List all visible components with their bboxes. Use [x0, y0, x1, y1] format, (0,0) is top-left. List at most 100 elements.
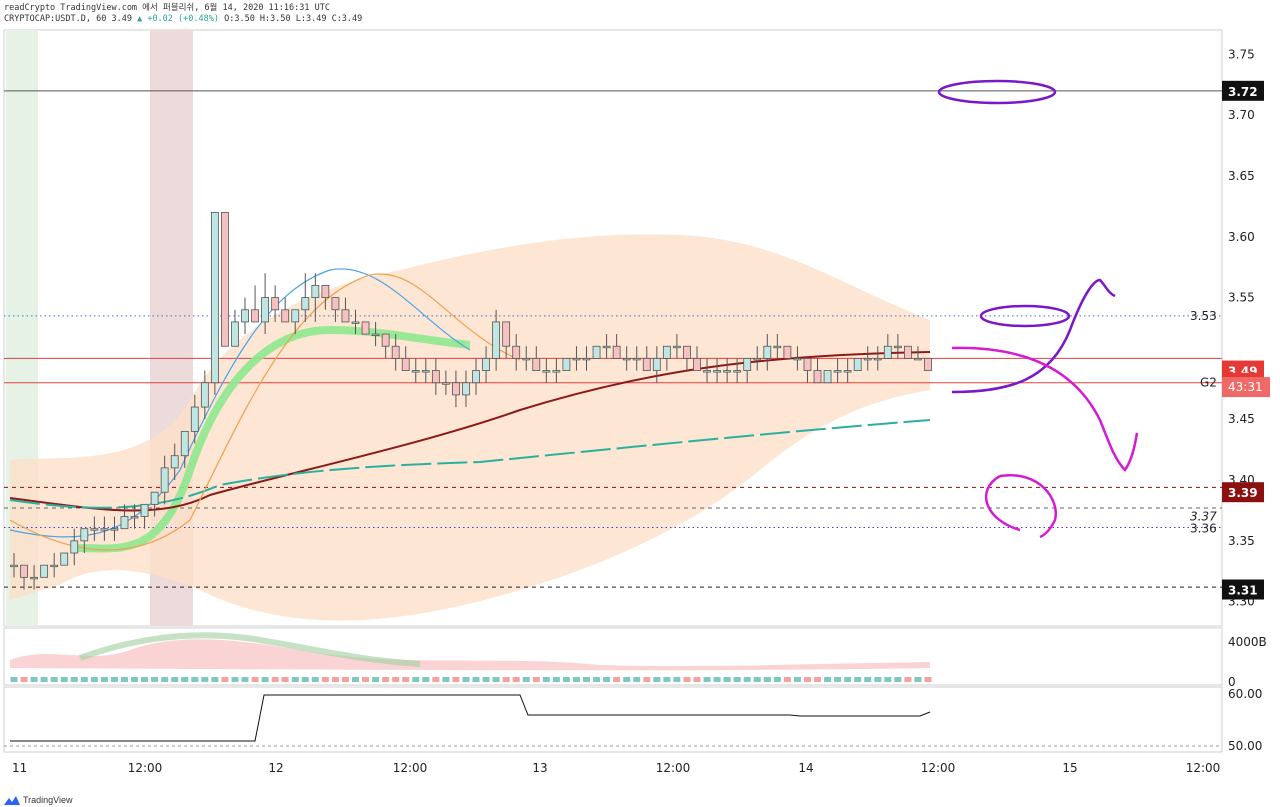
volume-bar	[924, 677, 932, 682]
volume-bar	[362, 677, 370, 682]
volume-bar	[341, 677, 349, 682]
volume-bar	[432, 677, 440, 682]
volume-bar	[151, 677, 159, 682]
volume-bar	[512, 677, 520, 682]
tradingview-logo: TradingView	[4, 795, 73, 805]
volume-bar	[904, 677, 912, 682]
candle-body	[823, 370, 832, 384]
volume-bar	[753, 677, 761, 682]
volume-bar	[583, 677, 591, 682]
candle-body	[401, 358, 410, 371]
candle-body	[241, 309, 249, 323]
candle-body	[100, 528, 109, 531]
volume-bar	[593, 677, 601, 682]
volume-bar	[442, 677, 450, 682]
candle-body	[291, 309, 300, 323]
candle-body	[261, 297, 269, 323]
candle-body	[914, 358, 922, 361]
volume-axis-label: 4000B	[1228, 635, 1267, 649]
volume-bar	[100, 677, 108, 682]
time-tick-label: 12:00	[393, 761, 428, 775]
candle-body	[150, 491, 159, 505]
volume-bar	[502, 677, 510, 682]
volume-bar	[472, 677, 480, 682]
candle-body	[140, 503, 149, 517]
ohlc-line: CRYPTOCAP:USDT.D, 60 3.49 ▲ +0.02 (+0.48…	[4, 14, 362, 25]
volume-bar	[392, 677, 400, 682]
volume-bar	[482, 677, 490, 682]
price-label: 3.39	[1228, 486, 1258, 500]
candle-body	[502, 321, 511, 347]
volume-bar	[321, 677, 329, 682]
volume-bar	[120, 677, 128, 682]
candle-body	[70, 540, 79, 554]
candle-body	[361, 321, 370, 335]
volume-bar	[291, 677, 299, 682]
price-label: 3.36	[1190, 522, 1217, 536]
volume-bar	[90, 677, 98, 682]
volume-bar	[30, 677, 38, 682]
candle-body	[472, 370, 480, 384]
volume-bar	[492, 677, 500, 682]
price-tick-label: 3.65	[1228, 169, 1255, 183]
annotation-scribble	[984, 473, 1057, 539]
candle-body	[452, 382, 460, 396]
volume-bar	[201, 677, 209, 682]
candle-body	[351, 321, 360, 324]
volume-bar	[281, 677, 289, 682]
candle-body	[883, 345, 892, 359]
publish-line: readCrypto TradingView.com 에서 퍼블리쉬, 6월 1…	[4, 3, 330, 13]
indicator-pane	[3, 686, 1223, 753]
volume-bar	[703, 677, 711, 682]
volume-bar	[914, 677, 922, 682]
candle-body	[853, 358, 862, 371]
annotation-circle	[937, 79, 1057, 105]
candle-body	[602, 345, 611, 349]
candle-body	[431, 370, 440, 384]
volume-bar	[743, 677, 751, 682]
time-tick-label: 11	[12, 761, 27, 775]
candle-body	[371, 333, 380, 336]
candle-body	[652, 358, 661, 371]
candle-body	[522, 358, 531, 361]
candle-body	[170, 455, 179, 469]
candle-body	[20, 564, 28, 578]
candle-body	[160, 467, 169, 493]
candle-body	[693, 358, 701, 371]
candle-body	[813, 370, 822, 384]
volume-bar	[834, 677, 842, 682]
price-label-box	[1222, 482, 1264, 503]
candle-body	[311, 285, 320, 298]
candle-body	[582, 358, 591, 361]
price-label: 3.31	[1228, 584, 1258, 598]
volume-bar	[110, 677, 118, 682]
volume-bar	[251, 677, 259, 682]
volume-bar	[824, 677, 832, 682]
volume-bar	[854, 677, 862, 682]
volume-bar	[803, 677, 811, 682]
price-tick-label: 3.75	[1228, 47, 1255, 61]
price-tick-label: 3.60	[1228, 230, 1255, 244]
volume-bar	[171, 677, 179, 682]
price-label: 3.72	[1228, 85, 1258, 99]
candle-body	[783, 345, 792, 359]
candle-body	[803, 358, 812, 371]
candle-body	[90, 528, 99, 531]
countdown-box	[1222, 377, 1270, 398]
candle-body	[40, 564, 49, 578]
volume-bar	[331, 677, 339, 682]
candle-body	[180, 430, 189, 457]
tv-logo-icon	[4, 795, 20, 805]
candle-body	[120, 516, 129, 530]
candle-body	[271, 297, 280, 311]
volume-bar	[80, 677, 88, 682]
candle-body	[200, 382, 209, 408]
volume-bar	[60, 677, 68, 682]
volume-bar	[382, 677, 390, 682]
candle-body	[532, 358, 541, 371]
candle-body	[462, 382, 470, 396]
volume-bar	[462, 677, 470, 682]
time-tick-label: 12	[268, 761, 283, 775]
candle-body	[562, 358, 571, 371]
